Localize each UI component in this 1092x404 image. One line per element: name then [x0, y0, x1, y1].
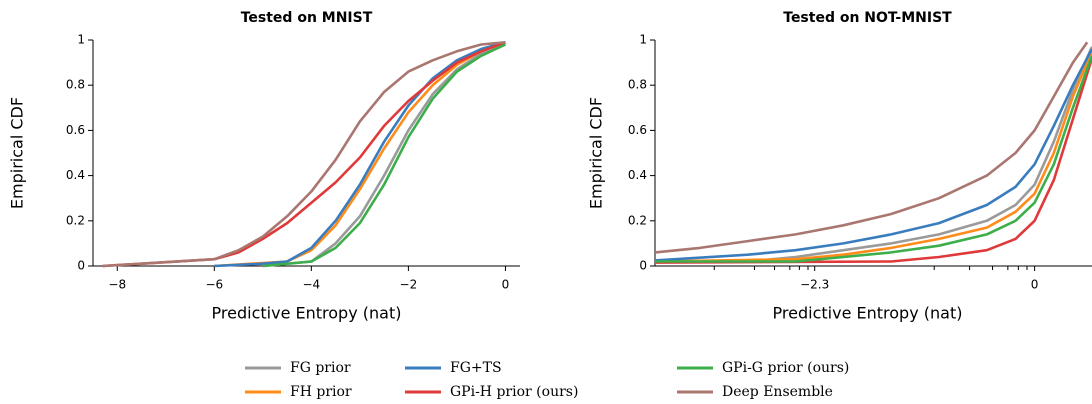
x-tick-label: −2 — [400, 278, 418, 292]
series-line — [262, 43, 506, 268]
y-tick-label: 0 — [77, 259, 85, 273]
y-tick-label: 0.4 — [628, 168, 647, 182]
chart-title: Tested on MNIST — [241, 10, 373, 26]
x-tick-label: 0 — [1031, 278, 1039, 292]
x-tick-label: −2.3 — [800, 278, 829, 292]
legend-label: FH prior — [290, 384, 352, 400]
series-line — [102, 41, 506, 268]
legend-label: FG+TS — [450, 360, 502, 376]
y-tick-label: 0.8 — [66, 78, 85, 92]
legend-label: GPi-G prior (ours) — [722, 360, 849, 376]
series-line — [654, 50, 1092, 263]
y-tick-label: 1 — [77, 33, 85, 47]
legend-label: FG prior — [290, 360, 351, 376]
y-tick-label: 0.8 — [628, 78, 647, 92]
x-tick-label: −4 — [303, 278, 321, 292]
x-axis-label: Predictive Entropy (nat) — [773, 304, 963, 323]
series-line — [214, 41, 506, 268]
y-tick-label: 0.2 — [628, 213, 647, 227]
series-line — [655, 46, 1092, 263]
y-axis-label: Empirical CDF — [587, 97, 606, 209]
y-tick-label: 0 — [639, 259, 647, 273]
chart-title: Tested on NOT-MNIST — [783, 10, 952, 26]
series-line — [654, 41, 1089, 254]
x-tick-label: −8 — [108, 278, 126, 292]
y-tick-label: 0.4 — [66, 168, 85, 182]
series-line — [262, 41, 506, 268]
y-axis-label: Empirical CDF — [8, 97, 27, 209]
x-axis-label: Predictive Entropy (nat) — [212, 304, 402, 323]
y-tick-label: 0.6 — [628, 123, 647, 137]
x-tick-label: −6 — [205, 278, 223, 292]
series-line — [655, 55, 1092, 263]
y-tick-label: 1 — [639, 33, 647, 47]
series-line — [102, 41, 506, 268]
y-tick-label: 0.2 — [66, 213, 85, 227]
legend-label: Deep Ensemble — [722, 384, 833, 400]
y-tick-label: 0.6 — [66, 123, 85, 137]
series-line — [654, 57, 1092, 264]
x-tick-label: 0 — [502, 278, 510, 292]
legend-label: GPi-H prior (ours) — [450, 384, 578, 400]
series-line — [214, 41, 506, 268]
series-line — [654, 48, 1092, 262]
